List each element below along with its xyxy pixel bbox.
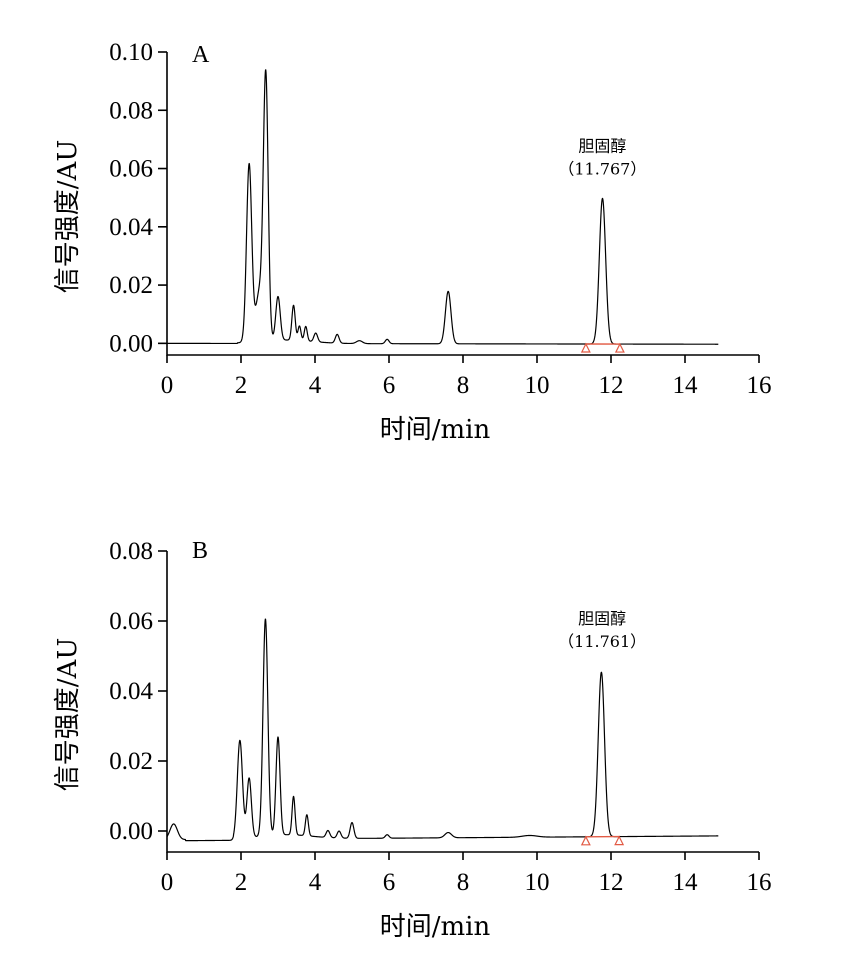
y-tick-label: 0.04 xyxy=(109,678,153,705)
chromatogram-panel-b: B 0.00 0.02 0.04 0.06 0.08 0 2 4 6 8 10 12 14 16 胆固醇… xyxy=(53,538,772,942)
x-tick-label: 12 xyxy=(599,869,624,896)
x-tick-label: 4 xyxy=(309,372,322,399)
y-tick-label: 0.00 xyxy=(109,818,153,845)
panel-label: B xyxy=(192,538,208,564)
integration-start-marker xyxy=(580,342,591,353)
peak-label-retention-time: （11.767） xyxy=(558,160,646,179)
y-tick-label: 0.08 xyxy=(109,538,153,565)
y-tick-label: 0.10 xyxy=(109,39,153,66)
peak-label-retention-time: （11.761） xyxy=(558,632,646,651)
x-tick-label: 6 xyxy=(383,869,396,896)
y-tick-label: 0.06 xyxy=(109,608,153,635)
y-tick-label: 0.04 xyxy=(109,214,153,241)
x-tick-label: 4 xyxy=(309,869,322,896)
y-tick-label: 0.02 xyxy=(109,272,153,299)
chromatogram-panel-a: A 0.00 0.02 0.04 0.06 0.08 0.10 0 2 4 6 8 10 12 14 16… xyxy=(53,39,772,445)
x-tick-label: 10 xyxy=(525,372,550,399)
x-ticks: 0 2 4 6 8 10 12 14 16 xyxy=(161,852,772,896)
peak-label-name: 胆固醇 xyxy=(578,609,626,628)
x-tick-label: 16 xyxy=(747,372,772,399)
integration-end-marker xyxy=(614,835,625,846)
y-axis-label: 信号强度/AU xyxy=(53,140,83,293)
integration-end-marker xyxy=(614,342,625,353)
x-tick-label: 8 xyxy=(457,869,470,896)
x-tick-label: 0 xyxy=(161,869,174,896)
x-tick-label: 14 xyxy=(673,869,699,896)
chromatogram-trace xyxy=(166,618,719,842)
x-tick-label: 14 xyxy=(673,372,699,399)
y-tick-label: 0.02 xyxy=(109,748,153,775)
x-tick-label: 10 xyxy=(525,869,550,896)
x-tick-label: 2 xyxy=(235,869,248,896)
x-axis-label: 时间/min xyxy=(380,912,491,942)
y-axis-label: 信号强度/AU xyxy=(53,638,83,791)
integration-start-marker xyxy=(580,835,591,846)
x-tick-label: 6 xyxy=(383,372,396,399)
x-tick-label: 0 xyxy=(161,372,174,399)
x-tick-label: 16 xyxy=(747,869,772,896)
axis-frame xyxy=(166,52,759,356)
y-tick-label: 0.08 xyxy=(109,97,153,124)
y-tick-label: 0.00 xyxy=(109,330,153,357)
x-tick-label: 8 xyxy=(457,372,470,399)
x-tick-label: 12 xyxy=(599,372,624,399)
y-ticks: 0.00 0.02 0.04 0.06 0.08 xyxy=(109,538,167,845)
axis-frame xyxy=(166,551,759,853)
x-ticks: 0 2 4 6 8 10 12 14 16 xyxy=(161,355,772,399)
chromatogram-trace xyxy=(166,69,719,345)
panel-label: A xyxy=(192,42,210,68)
peak-label-name: 胆固醇 xyxy=(578,137,626,156)
x-tick-label: 2 xyxy=(235,372,248,399)
x-axis-label: 时间/min xyxy=(380,415,491,445)
y-ticks: 0.00 0.02 0.04 0.06 0.08 0.10 xyxy=(109,39,167,357)
y-tick-label: 0.06 xyxy=(109,156,153,183)
